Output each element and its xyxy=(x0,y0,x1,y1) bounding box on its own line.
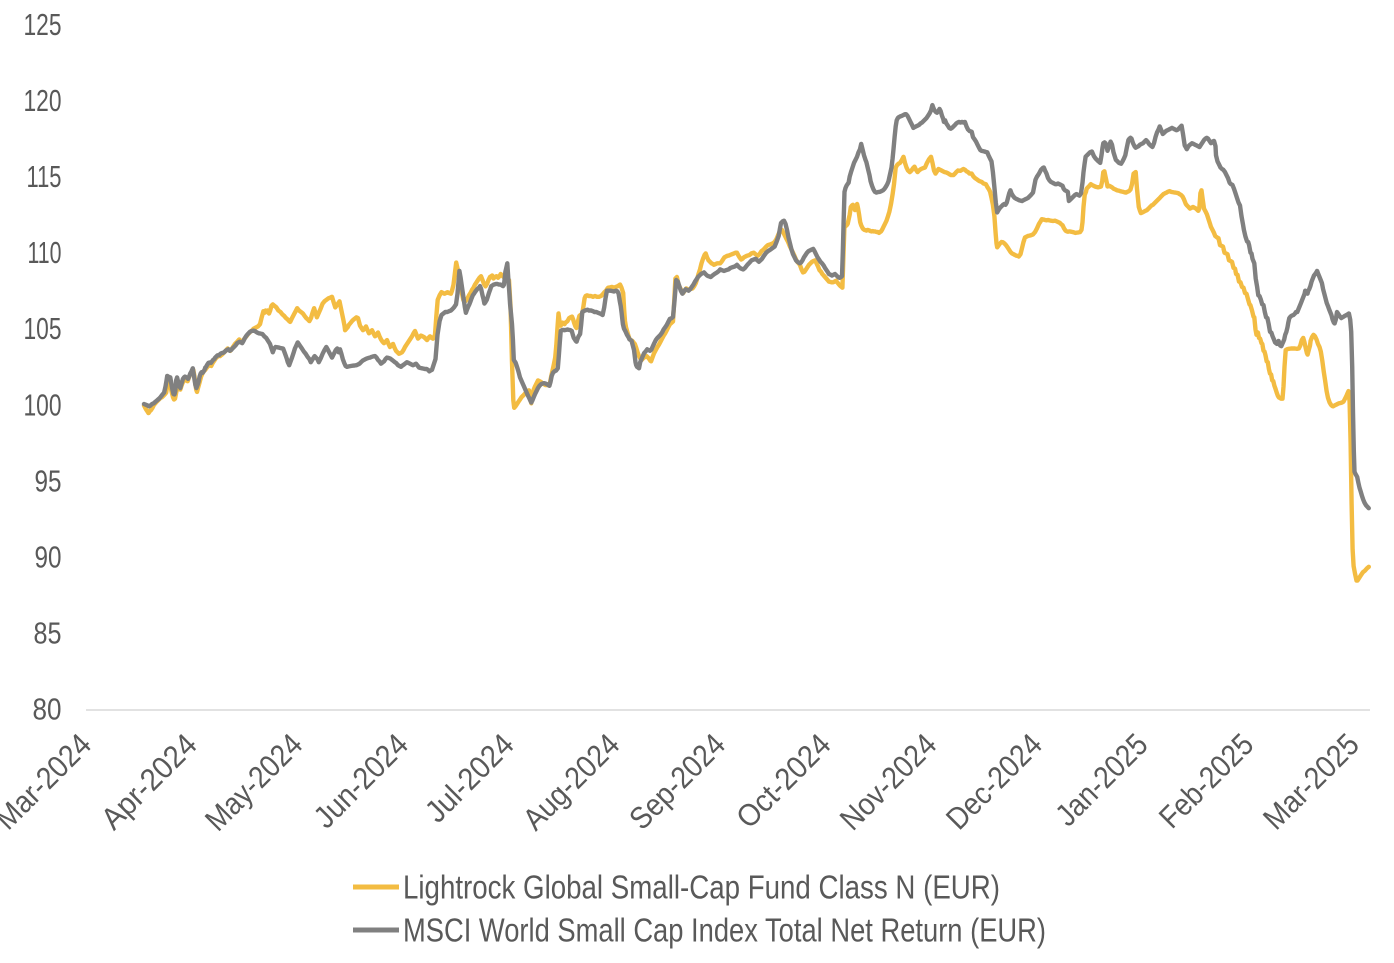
svg-text:95: 95 xyxy=(35,463,62,498)
svg-text:110: 110 xyxy=(28,235,62,270)
svg-text:85: 85 xyxy=(34,615,62,650)
svg-text:115: 115 xyxy=(27,159,62,194)
svg-text:105: 105 xyxy=(24,311,62,346)
svg-text:125: 125 xyxy=(24,7,62,42)
svg-text:MSCI World Small Cap Index Tot: MSCI World Small Cap Index Total Net Ret… xyxy=(403,912,1046,949)
svg-text:90: 90 xyxy=(35,539,62,574)
svg-text:100: 100 xyxy=(24,387,62,422)
svg-text:Lightrock Global Small-Cap Fun: Lightrock Global Small-Cap Fund Class N … xyxy=(403,869,1000,906)
svg-text:120: 120 xyxy=(24,83,62,118)
svg-text:80: 80 xyxy=(33,692,62,727)
